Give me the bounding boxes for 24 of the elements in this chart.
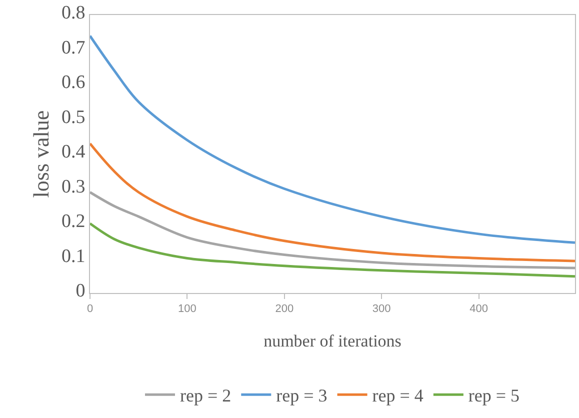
line-series bbox=[90, 142, 575, 262]
line-series bbox=[90, 222, 575, 278]
x-tick-label: 200 bbox=[275, 303, 294, 316]
y-tick-label: 0.5 bbox=[61, 106, 86, 128]
y-tick-label: 0.3 bbox=[61, 176, 86, 198]
line-series bbox=[90, 190, 575, 270]
legend-label: rep = 3 bbox=[276, 386, 328, 406]
x-tick-label: 100 bbox=[178, 303, 196, 316]
y-tick-label: 0.8 bbox=[61, 2, 86, 24]
y-tick-label: 0.6 bbox=[61, 72, 86, 94]
line-series bbox=[90, 34, 575, 244]
legend-label: rep = 5 bbox=[468, 386, 520, 406]
y-tick-label: 0.1 bbox=[61, 246, 86, 267]
y-tick-label: 0.4 bbox=[61, 142, 86, 163]
y-tick-label: 0 bbox=[76, 280, 86, 302]
y-tick-label: 0.7 bbox=[61, 37, 86, 58]
y-tick-label: 0.2 bbox=[61, 211, 86, 232]
x-axis-title: number of iterations bbox=[264, 332, 402, 351]
x-tick-label: 400 bbox=[470, 303, 488, 316]
legend-label: rep = 2 bbox=[180, 386, 232, 406]
legend-label: rep = 4 bbox=[372, 386, 424, 406]
y-axis-title: loss value bbox=[28, 110, 54, 198]
x-tick-label: 300 bbox=[372, 303, 391, 316]
x-tick-label: 0 bbox=[86, 303, 94, 316]
